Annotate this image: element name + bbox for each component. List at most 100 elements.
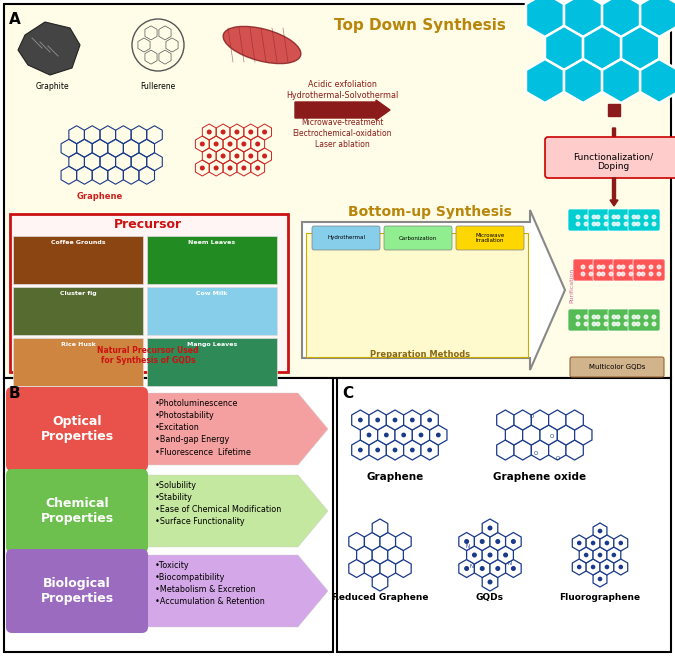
- Circle shape: [652, 222, 656, 226]
- Circle shape: [596, 222, 600, 226]
- Circle shape: [644, 215, 648, 219]
- Circle shape: [428, 448, 431, 452]
- Circle shape: [402, 434, 406, 437]
- Circle shape: [488, 526, 492, 530]
- Circle shape: [394, 419, 397, 422]
- FancyBboxPatch shape: [588, 309, 620, 331]
- Circle shape: [616, 215, 620, 219]
- Circle shape: [215, 166, 218, 170]
- Circle shape: [632, 315, 636, 319]
- Bar: [337, 378, 671, 652]
- Bar: [10, 214, 288, 372]
- Circle shape: [235, 130, 239, 134]
- FancyBboxPatch shape: [568, 209, 600, 231]
- FancyBboxPatch shape: [570, 357, 664, 377]
- Text: Chemical
Properties: Chemical Properties: [40, 497, 113, 525]
- Circle shape: [632, 215, 636, 219]
- Circle shape: [601, 272, 605, 276]
- Text: Rice Husk: Rice Husk: [61, 342, 95, 347]
- FancyArrow shape: [610, 128, 618, 158]
- Text: N: N: [466, 544, 470, 549]
- Text: Graphene oxide: Graphene oxide: [493, 472, 587, 482]
- Circle shape: [604, 322, 608, 326]
- Polygon shape: [302, 210, 565, 370]
- Circle shape: [242, 142, 246, 146]
- Circle shape: [617, 272, 621, 276]
- Circle shape: [644, 222, 648, 226]
- Circle shape: [624, 222, 628, 226]
- Circle shape: [637, 215, 640, 219]
- Text: Reduced Graphene: Reduced Graphene: [331, 593, 428, 602]
- Polygon shape: [18, 22, 80, 75]
- Bar: [13, 338, 143, 386]
- Circle shape: [610, 272, 613, 276]
- Circle shape: [652, 322, 656, 326]
- Text: O: O: [550, 434, 554, 439]
- Text: Hydrothermal: Hydrothermal: [327, 236, 365, 241]
- Circle shape: [641, 272, 645, 276]
- Circle shape: [596, 315, 600, 319]
- Text: Acidic exfoliation
Hydrothermal-Solvothermal: Acidic exfoliation Hydrothermal-Solvothe…: [286, 80, 398, 100]
- Text: Microwave
Irradiation: Microwave Irradiation: [475, 233, 505, 243]
- Circle shape: [496, 567, 500, 570]
- Circle shape: [629, 265, 632, 269]
- Circle shape: [619, 541, 622, 544]
- Circle shape: [385, 434, 388, 437]
- FancyArrow shape: [610, 178, 618, 206]
- Circle shape: [657, 272, 661, 276]
- Circle shape: [512, 567, 515, 570]
- Ellipse shape: [223, 26, 301, 64]
- Circle shape: [619, 565, 622, 569]
- Text: •Solubility
•Stability
•Ease of Chemical Modification
•Surface Functionality: •Solubility •Stability •Ease of Chemical…: [155, 481, 281, 527]
- FancyBboxPatch shape: [456, 226, 524, 250]
- Circle shape: [601, 265, 605, 269]
- FancyBboxPatch shape: [608, 209, 640, 231]
- Circle shape: [604, 222, 608, 226]
- FancyBboxPatch shape: [633, 259, 665, 281]
- Circle shape: [599, 554, 601, 556]
- Circle shape: [584, 215, 588, 219]
- Text: Coffee Grounds: Coffee Grounds: [51, 240, 105, 245]
- Circle shape: [616, 315, 620, 319]
- FancyArrow shape: [295, 100, 390, 120]
- Text: A: A: [9, 12, 21, 27]
- Circle shape: [472, 553, 476, 557]
- Text: Fluorographene: Fluorographene: [560, 593, 641, 602]
- Text: Multicolor GQDs: Multicolor GQDs: [589, 364, 645, 370]
- FancyBboxPatch shape: [608, 309, 640, 331]
- FancyBboxPatch shape: [568, 309, 600, 331]
- FancyBboxPatch shape: [613, 259, 645, 281]
- Circle shape: [616, 222, 620, 226]
- Circle shape: [235, 154, 239, 158]
- Circle shape: [617, 265, 621, 269]
- Text: Fullerene: Fullerene: [140, 82, 176, 91]
- Circle shape: [249, 154, 252, 158]
- Bar: [13, 287, 143, 335]
- Circle shape: [249, 130, 252, 134]
- Circle shape: [592, 322, 596, 326]
- FancyBboxPatch shape: [306, 233, 528, 357]
- Circle shape: [652, 315, 656, 319]
- Circle shape: [605, 565, 609, 569]
- Circle shape: [592, 215, 596, 219]
- Text: Cow Milk: Cow Milk: [196, 291, 227, 296]
- Circle shape: [215, 142, 218, 146]
- Circle shape: [649, 272, 653, 276]
- Text: B: B: [9, 386, 21, 401]
- Text: Carbonization: Carbonization: [399, 236, 437, 241]
- Circle shape: [624, 315, 628, 319]
- Text: N: N: [508, 561, 512, 566]
- Circle shape: [604, 315, 608, 319]
- Circle shape: [589, 272, 593, 276]
- Text: Neem Leaves: Neem Leaves: [188, 240, 236, 245]
- Circle shape: [597, 272, 601, 276]
- FancyBboxPatch shape: [545, 137, 675, 178]
- Circle shape: [584, 315, 588, 319]
- FancyBboxPatch shape: [573, 259, 605, 281]
- Text: GQDs: GQDs: [476, 593, 504, 602]
- FancyBboxPatch shape: [593, 259, 625, 281]
- Circle shape: [604, 215, 608, 219]
- FancyBboxPatch shape: [312, 226, 380, 250]
- Text: Precursor: Precursor: [114, 218, 182, 231]
- Text: Graphene: Graphene: [367, 472, 424, 482]
